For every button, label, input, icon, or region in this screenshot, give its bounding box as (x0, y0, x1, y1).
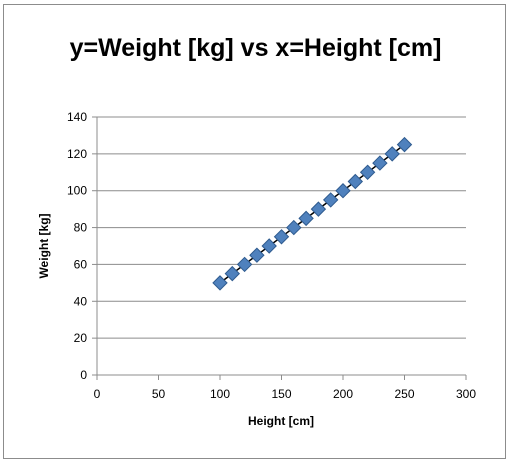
y-tick-label-60: 60 (74, 257, 88, 271)
x-tick-label-250: 250 (394, 387, 414, 401)
data-point (310, 201, 327, 217)
x-tick-label-0: 0 (94, 387, 101, 401)
data-point (286, 219, 302, 236)
axes (92, 116, 467, 380)
data-point (347, 173, 364, 190)
y-tick-label-80: 80 (74, 221, 88, 235)
y-tick-label-120: 120 (67, 147, 87, 161)
trend-line-layer (219, 144, 405, 284)
data-point (261, 238, 277, 254)
data-point (335, 183, 351, 199)
data-point (359, 164, 376, 180)
data-point (384, 146, 400, 162)
series-line (219, 144, 405, 284)
data-point (212, 275, 228, 291)
data-points (212, 136, 413, 291)
y-tick-label-40: 40 (74, 294, 88, 308)
x-axis-label: Height [cm] (248, 414, 314, 428)
data-point (322, 192, 339, 208)
y-tick-label-20: 20 (74, 331, 88, 345)
x-tick-label-150: 150 (271, 387, 291, 401)
data-point (372, 155, 388, 171)
data-point (273, 229, 290, 245)
chart-title: y=Weight [kg] vs x=Height [cm] (69, 34, 442, 62)
y-tick-label-0: 0 (80, 368, 87, 382)
tick-labels: 0 20 40 60 80 100 120 140 0 50 100 150 200 250 300 (67, 110, 476, 401)
x-tick-label-50: 50 (152, 387, 166, 401)
data-point (249, 247, 265, 263)
x-tick-label-300: 300 (456, 387, 476, 401)
y-axis-label: Weight [kg] (37, 213, 51, 278)
data-point (298, 210, 314, 227)
x-tick-label-100: 100 (210, 387, 230, 401)
x-tick-label-200: 200 (333, 387, 353, 401)
grid-lines (97, 116, 466, 339)
y-tick-label-100: 100 (67, 184, 87, 198)
data-point (236, 256, 253, 273)
y-tick-label-140: 140 (67, 110, 87, 124)
chart-frame (3, 4, 506, 459)
data-point (224, 265, 241, 282)
data-point (396, 136, 413, 153)
